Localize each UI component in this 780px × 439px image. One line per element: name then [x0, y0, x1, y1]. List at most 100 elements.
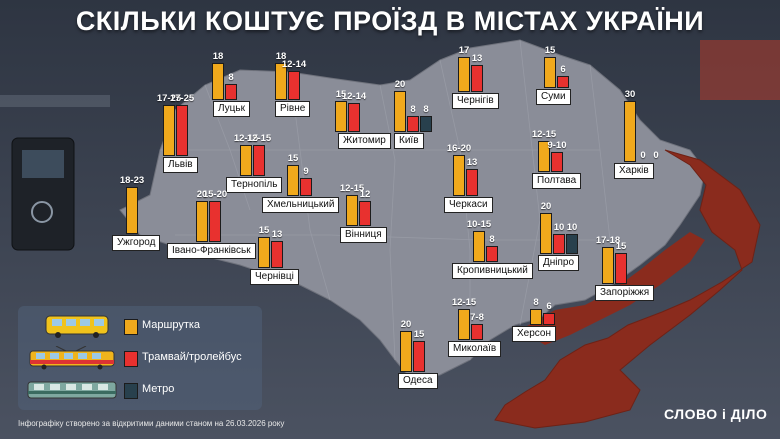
bar-bus	[544, 57, 556, 88]
bar-tram	[471, 65, 483, 92]
city-name-label: Дніпро	[538, 255, 580, 271]
bar-value-label: 17	[458, 45, 470, 57]
metro-train-icon	[27, 381, 117, 399]
legend-item-metro: Метро	[18, 376, 262, 404]
city-name-label: Ужгород	[112, 235, 161, 251]
bar-value-label: 9	[303, 165, 309, 177]
bar-value-label: 13	[466, 157, 478, 169]
city-name-label: Тернопіль	[226, 177, 283, 193]
bar-metro	[420, 115, 432, 132]
city-name-label: Чернігів	[452, 93, 499, 109]
city-name-label: Суми	[536, 89, 571, 105]
bar-bus	[530, 308, 542, 325]
city-name-label: Одеса	[398, 373, 438, 389]
bar-value-label: 10-15	[466, 219, 492, 231]
bar-bus	[335, 101, 347, 132]
city-name-label: Харків	[614, 163, 654, 179]
bar-bus	[602, 247, 614, 284]
bar-bus	[212, 63, 224, 100]
bar-value-label: 15	[615, 241, 627, 253]
bar-value-label: 10	[553, 221, 565, 233]
city-name-label: Львів	[163, 157, 198, 173]
ukraine-map-shape	[119, 39, 706, 379]
city-name-label: Вінниця	[340, 227, 387, 243]
bar-bus	[538, 141, 550, 172]
bar-value-label: 9-10	[547, 139, 567, 151]
bar-value-label: 13	[271, 229, 283, 241]
city-name-label: Київ	[394, 133, 424, 149]
bar-value-label: 20	[540, 201, 552, 212]
bar-tram	[271, 241, 283, 268]
bar-bus	[458, 57, 470, 92]
city-name-label: Черкаси	[444, 197, 493, 213]
bar-value-label: 12-15	[451, 297, 477, 309]
bar-tram	[551, 151, 563, 172]
bar-value-label: 20	[400, 319, 412, 330]
bar-value-label: 8	[489, 233, 495, 245]
bar-bus	[258, 237, 270, 268]
bar-tram	[253, 145, 265, 176]
bar-tram	[359, 201, 371, 226]
legend-swatch-metro	[124, 383, 138, 399]
bar-tram	[300, 177, 312, 196]
city-name-label: Полтава	[532, 173, 582, 189]
city-name-label: Чернівці	[250, 269, 299, 285]
bar-value-label: 15-20	[202, 189, 228, 200]
bar-bus	[394, 91, 406, 132]
bar-bus	[400, 331, 412, 372]
city-name-label: Житомир	[338, 133, 391, 149]
legend-label-bus: Маршрутка	[142, 319, 201, 331]
bar-bus	[287, 165, 299, 196]
bar-bus	[540, 213, 552, 254]
bar-value-label: 8	[228, 71, 234, 83]
city-name-label: Запоріжжя	[595, 285, 655, 301]
bar-tram	[225, 83, 237, 100]
bar-tram	[557, 75, 569, 88]
bar-value-label: 13	[471, 53, 483, 65]
bar-bus	[624, 100, 636, 162]
bar-value-label: 17-18	[595, 235, 621, 247]
footer-note: Інфографіку створено за відкритими даним…	[18, 419, 285, 428]
bar-value-label: 0	[653, 150, 659, 161]
bar-tram	[176, 104, 188, 156]
bar-value-label: 12-14	[281, 59, 307, 71]
bar-bus	[196, 201, 208, 242]
city-name-label: Херсон	[512, 326, 556, 342]
bar-value-label: 15	[258, 225, 270, 237]
bar-value-label: 15	[335, 89, 347, 101]
bar-value-label: 30	[624, 88, 636, 100]
bar-tram	[348, 103, 360, 132]
bar-value-label: 15	[287, 153, 299, 165]
bar-metro	[566, 233, 578, 254]
bar-bus	[473, 231, 485, 262]
infographic-title: СКІЛЬКИ КОШТУЄ ПРОЇЗД В МІСТАХ УКРАЇНИ	[75, 6, 705, 36]
legend-item-tram: Трамвай/тролейбус	[18, 344, 262, 372]
bar-value-label: 18	[212, 51, 224, 63]
bar-value-label: 12-15	[339, 183, 365, 195]
bar-value-label: 17-25	[156, 92, 182, 104]
bar-tram	[471, 323, 483, 340]
tram-icon	[29, 346, 115, 370]
bar-bus	[240, 145, 252, 176]
bar-value-label: 15	[413, 329, 425, 341]
bar-value-label: 12	[359, 189, 371, 201]
bar-value-label: 8	[410, 103, 416, 115]
bar-value-label: 12-14	[341, 91, 367, 103]
bar-value-label: 12-15	[233, 133, 259, 145]
bar-value-label: 7-8	[470, 311, 484, 323]
bar-tram	[553, 233, 565, 254]
bar-bus	[458, 309, 470, 340]
bar-bus	[275, 63, 287, 100]
bar-value-label: 12-15	[531, 129, 557, 141]
bar-bus	[126, 186, 138, 234]
bar-value-label: 20	[394, 79, 406, 90]
bus-icon	[45, 315, 109, 338]
bar-value-label: 15	[544, 45, 556, 57]
legend-item-bus: Маршрутка	[18, 312, 262, 340]
bar-tram	[407, 115, 419, 132]
bar-value-label: 12-15	[246, 133, 272, 145]
bar-value-label: 18	[275, 51, 287, 63]
bar-value-label: 18-23	[119, 174, 145, 186]
city-name-label: Хмельницький	[262, 197, 340, 213]
